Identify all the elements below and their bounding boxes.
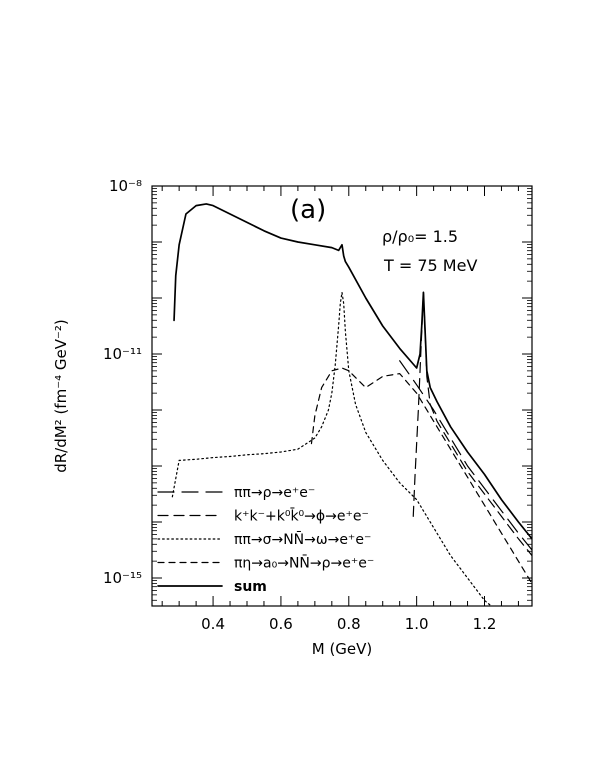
- y-axis-label: dR/dM² (fm⁻⁴ GeV⁻²): [52, 319, 70, 473]
- x-tick-label: 0.4: [201, 615, 225, 633]
- y-tick-label: 10⁻⁸: [109, 177, 142, 195]
- plot-frame: [151, 185, 533, 607]
- legend: ππ→ρ→e⁺e⁻ k⁺k⁻+k⁰k̄⁰→ϕ→e⁺e⁻ ππ→σ→NN̄→ω→e⁺e…: [157, 485, 374, 595]
- legend-label-3: πη→a₀→NN̄→ρ→e⁺e⁻: [234, 554, 374, 572]
- series-line-4: [173, 203, 532, 540]
- axis-ticks: [152, 185, 532, 606]
- plot-frame-group: [151, 185, 533, 607]
- series-line-1: [412, 291, 532, 557]
- legend-label-0: ππ→ρ→e⁺e⁻: [234, 485, 315, 501]
- series-line-0: [399, 360, 532, 551]
- x-tick-label: 1.0: [405, 615, 429, 633]
- series-layer: [171, 203, 532, 606]
- panel-label: (a): [290, 195, 326, 225]
- series-line-2: [171, 291, 493, 606]
- series-line-3: [310, 367, 532, 585]
- x-tick-label: 0.6: [269, 615, 293, 633]
- legend-label-4: sum: [234, 579, 267, 595]
- legend-label-1: k⁺k⁻+k⁰k̄⁰→ϕ→e⁺e⁻: [234, 507, 369, 525]
- y-tick-label: 10⁻¹⁵: [103, 569, 142, 587]
- y-tick-label: 10⁻¹¹: [103, 345, 142, 363]
- legend-label-2: ππ→σ→NN̄→ω→e⁺e⁻: [234, 530, 371, 548]
- axis-tick-labels: 0.4 0.6 0.8 1.0 1.2 10⁻⁸ 10⁻¹¹ 10⁻¹⁵: [103, 177, 496, 633]
- annotation-density: ρ/ρ₀= 1.5: [382, 227, 458, 246]
- annotation-temperature: T = 75 MeV: [383, 256, 477, 275]
- x-axis-label: M (GeV): [312, 640, 373, 658]
- x-tick-label: 0.8: [337, 615, 361, 633]
- x-tick-label: 1.2: [473, 615, 497, 633]
